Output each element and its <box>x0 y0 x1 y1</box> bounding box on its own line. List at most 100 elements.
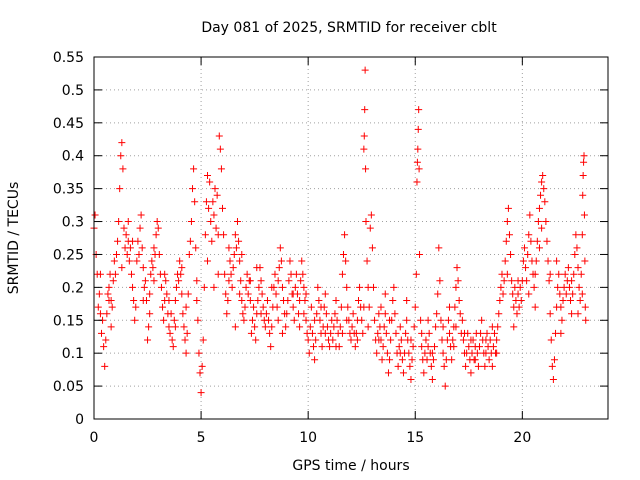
data-point <box>95 290 103 298</box>
data-point <box>183 329 191 337</box>
data-point <box>238 250 246 258</box>
grid-lines <box>94 57 608 419</box>
data-point <box>549 376 557 384</box>
data-point <box>384 369 392 377</box>
data-point <box>380 323 388 331</box>
data-point <box>416 250 424 258</box>
data-point <box>109 277 117 285</box>
data-point <box>559 297 567 305</box>
data-point <box>310 343 318 351</box>
data-point <box>337 303 345 311</box>
data-point <box>263 297 271 305</box>
data-point <box>209 198 217 206</box>
data-point <box>176 257 184 265</box>
data-point <box>347 336 355 344</box>
data-point <box>247 329 255 337</box>
data-point <box>434 290 442 298</box>
data-point <box>108 303 116 311</box>
data-point <box>374 329 382 337</box>
data-point <box>91 211 99 219</box>
x-tick-label: 20 <box>513 430 531 446</box>
data-point <box>231 231 239 239</box>
data-point <box>122 231 130 239</box>
data-point <box>215 132 223 140</box>
data-point <box>432 323 440 331</box>
data-point <box>366 224 374 232</box>
data-point <box>140 283 148 291</box>
data-point <box>233 218 241 226</box>
data-point <box>352 329 360 337</box>
data-point <box>389 297 397 305</box>
data-point <box>381 310 389 318</box>
data-point <box>580 152 588 160</box>
data-point <box>490 329 498 337</box>
data-point <box>321 329 329 337</box>
data-point <box>575 283 583 291</box>
data-point <box>204 257 212 265</box>
data-point <box>317 303 325 311</box>
data-point <box>214 270 222 278</box>
data-point <box>289 303 297 311</box>
data-point <box>429 356 437 364</box>
y-tick-label: 0 <box>75 412 84 428</box>
data-point <box>112 250 120 258</box>
data-point <box>276 244 284 252</box>
data-point <box>196 369 204 377</box>
data-point <box>576 297 584 305</box>
data-point <box>124 218 132 226</box>
data-point <box>246 297 254 305</box>
data-point <box>360 303 368 311</box>
axis-ticks <box>93 56 608 420</box>
data-point <box>467 369 475 377</box>
data-point <box>321 290 329 298</box>
data-point <box>313 310 321 318</box>
data-point <box>414 125 422 133</box>
data-point <box>377 303 385 311</box>
data-point <box>275 264 283 272</box>
data-point <box>581 257 589 265</box>
data-point <box>326 343 334 351</box>
data-point <box>382 329 390 337</box>
data-point <box>165 297 173 305</box>
data-point <box>123 250 131 258</box>
data-point <box>375 310 383 318</box>
x-tick-label: 0 <box>90 430 99 446</box>
data-point <box>299 270 307 278</box>
data-point <box>391 310 399 318</box>
data-point <box>191 198 199 206</box>
data-point <box>516 283 524 291</box>
y-tick-label: 0.45 <box>53 116 84 132</box>
data-point <box>581 303 589 311</box>
data-point <box>139 297 147 305</box>
data-point <box>237 277 245 285</box>
data-point <box>514 277 522 285</box>
data-point <box>224 297 232 305</box>
data-point <box>387 336 395 344</box>
data-point <box>452 283 460 291</box>
data-point <box>272 290 280 298</box>
data-point <box>332 343 340 351</box>
data-point <box>210 283 218 291</box>
data-point <box>238 297 246 305</box>
data-point <box>239 310 247 318</box>
data-point <box>571 250 579 258</box>
data-point <box>150 277 158 285</box>
data-point <box>517 297 525 305</box>
data-point <box>555 270 563 278</box>
data-point <box>579 171 587 179</box>
data-point <box>195 349 203 357</box>
data-point <box>244 290 252 298</box>
data-point <box>177 270 185 278</box>
data-point <box>137 211 145 219</box>
data-point <box>178 290 186 298</box>
data-point <box>478 316 486 324</box>
data-point <box>420 369 428 377</box>
data-point <box>356 283 364 291</box>
data-point <box>467 336 475 344</box>
data-point <box>570 270 578 278</box>
data-point <box>413 158 421 166</box>
data-point <box>455 297 463 305</box>
data-point <box>132 303 140 311</box>
data-point <box>564 264 572 272</box>
data-point <box>458 316 466 324</box>
